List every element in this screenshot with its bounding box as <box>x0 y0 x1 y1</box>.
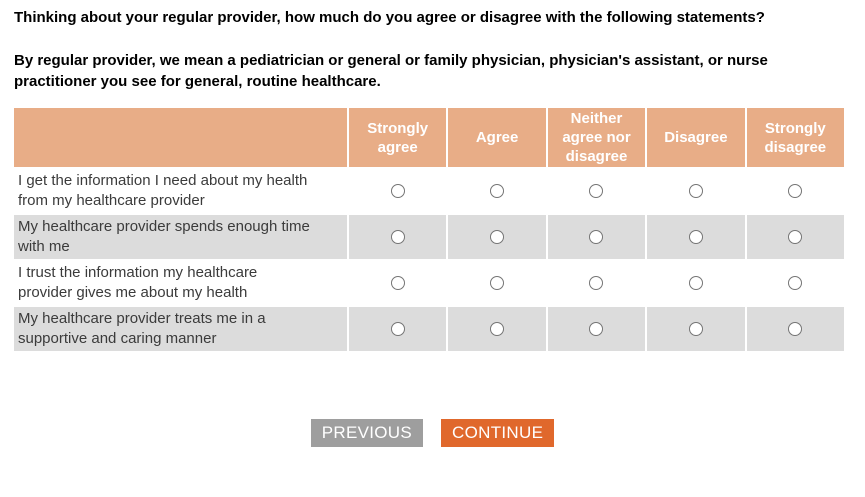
matrix-cell-r2-c1 <box>448 261 545 305</box>
matrix-cell-r2-c0 <box>349 261 446 305</box>
radio-button-r1-c2[interactable] <box>589 230 604 244</box>
radio-button-r0-c1[interactable] <box>490 184 505 198</box>
radio-button-r1-c3[interactable] <box>688 230 703 244</box>
column-header-1: Agree <box>448 108 546 167</box>
agreement-matrix-table: Strongly agree Agree Neither agree nor dis… <box>14 108 844 351</box>
matrix-cell-r2-c3 <box>647 261 744 305</box>
continue-button[interactable]: CONTINUE <box>441 419 555 447</box>
row-statement-1: My healthcare provider spends enough tim… <box>14 215 347 259</box>
radio-button-r3-c0[interactable] <box>390 322 405 336</box>
column-header-2: Neither agree nor disagree <box>547 108 646 167</box>
matrix-cell-r1-c4 <box>746 215 844 259</box>
survey-page: Thinking about your regular provider, ho… <box>14 9 851 447</box>
radio-button-r1-c4[interactable] <box>788 230 803 244</box>
radio-button-r0-c4[interactable] <box>788 184 803 198</box>
matrix-cell-r0-c4 <box>747 169 844 213</box>
matrix-cell-r1-c0 <box>349 215 447 259</box>
radio-button-r2-c0[interactable] <box>390 276 405 290</box>
radio-button-r0-c3[interactable] <box>688 184 703 198</box>
matrix-cell-r3-c2 <box>547 307 646 351</box>
radio-button-r2-c4[interactable] <box>788 276 803 290</box>
question-definition: By regular provider, we mean a pediatric… <box>14 52 768 90</box>
row-statement-3: My healthcare provider treats me in a su… <box>14 307 347 351</box>
column-header-3: Disagree <box>647 108 745 167</box>
matrix-cell-r3-c0 <box>349 307 447 351</box>
matrix-cell-r3-c3 <box>647 307 745 351</box>
matrix-cell-r1-c2 <box>547 215 646 259</box>
matrix-cell-r2-c2 <box>548 261 645 305</box>
column-header-0: Strongly agree <box>349 108 447 167</box>
previous-button[interactable]: PREVIOUS <box>310 419 424 447</box>
row-statement-0: I get the information I need about my he… <box>18 172 308 209</box>
radio-button-r1-c0[interactable] <box>390 230 405 244</box>
matrix-cell-r1-c1 <box>448 215 546 259</box>
matrix-corner-header <box>14 108 347 167</box>
matrix-cell-r2-c4 <box>747 261 844 305</box>
matrix-cell-r3-c4 <box>746 307 844 351</box>
column-header-4: Strongly disagree <box>746 108 844 167</box>
radio-button-r2-c3[interactable] <box>688 276 703 290</box>
radio-button-r3-c4[interactable] <box>788 322 803 336</box>
radio-button-r0-c0[interactable] <box>390 184 405 198</box>
row-statement-2: I trust the information my healthcare pr… <box>18 264 258 301</box>
matrix-cell-r1-c3 <box>647 215 745 259</box>
radio-button-r2-c1[interactable] <box>490 276 505 290</box>
matrix-cell-r3-c1 <box>448 307 546 351</box>
question-prompt: Thinking about your regular provider, ho… <box>14 9 765 26</box>
radio-button-r1-c1[interactable] <box>490 230 505 244</box>
radio-button-r3-c3[interactable] <box>688 322 703 336</box>
radio-button-r0-c2[interactable] <box>589 184 604 198</box>
nav-buttons: PREVIOUS CONTINUE <box>14 419 851 447</box>
matrix-cell-r0-c3 <box>647 169 744 213</box>
radio-button-r3-c1[interactable] <box>490 322 505 336</box>
matrix-cell-r0-c2 <box>548 169 645 213</box>
matrix-cell-r0-c1 <box>448 169 545 213</box>
radio-button-r3-c2[interactable] <box>589 322 604 336</box>
radio-button-r2-c2[interactable] <box>589 276 604 290</box>
matrix-cell-r0-c0 <box>349 169 446 213</box>
